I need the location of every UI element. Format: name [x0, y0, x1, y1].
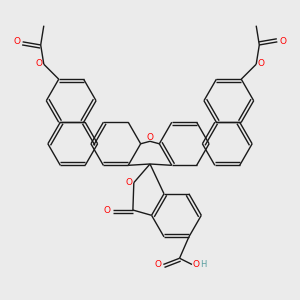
Text: O: O — [154, 260, 161, 269]
Text: O: O — [146, 133, 154, 142]
Text: O: O — [35, 59, 42, 68]
Text: O: O — [279, 38, 286, 46]
Text: O: O — [258, 59, 265, 68]
Text: H: H — [201, 260, 207, 269]
Text: O: O — [125, 178, 132, 187]
Text: O: O — [193, 260, 200, 269]
Text: O: O — [14, 38, 21, 46]
Text: O: O — [103, 206, 111, 214]
